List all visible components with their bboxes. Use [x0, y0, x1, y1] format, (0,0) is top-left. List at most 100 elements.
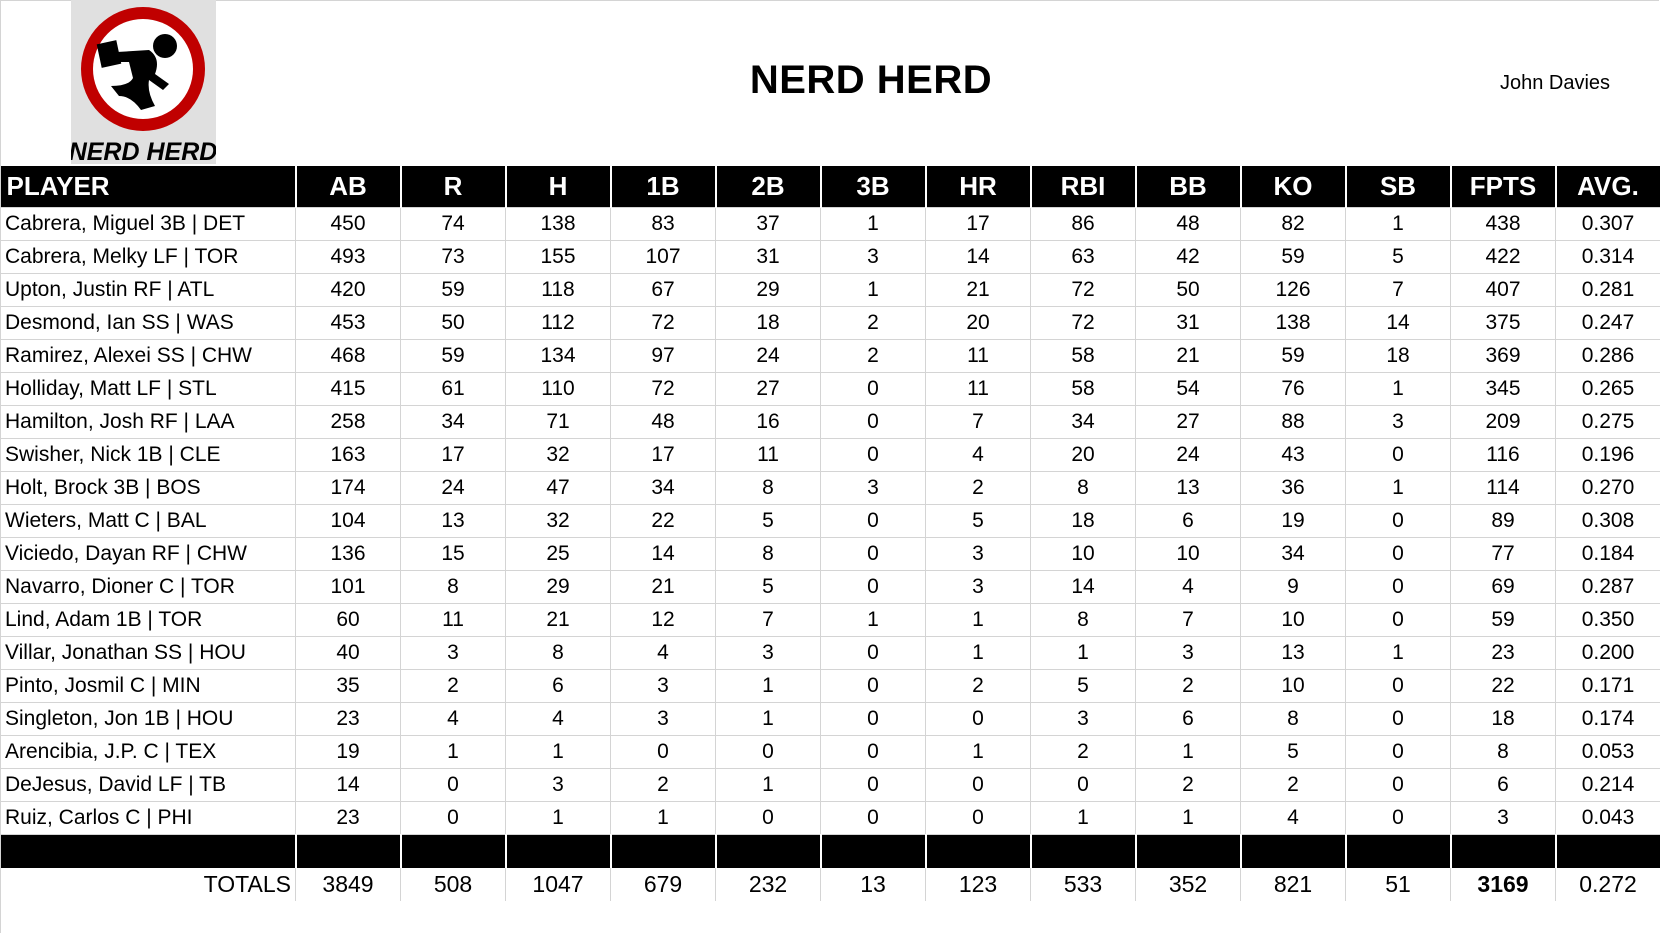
- stat-cell[interactable]: 67: [610, 273, 716, 307]
- player-name-cell[interactable]: Holliday, Matt LF | STL: [0, 372, 296, 406]
- stat-cell[interactable]: 72: [1030, 273, 1136, 307]
- total-cell[interactable]: 0.272: [1555, 868, 1660, 901]
- stat-cell[interactable]: 126: [1240, 273, 1346, 307]
- total-cell[interactable]: 679: [610, 868, 716, 901]
- stat-cell[interactable]: 69: [1450, 570, 1556, 604]
- total-cell[interactable]: 1047: [505, 868, 611, 901]
- stat-cell[interactable]: 174: [295, 471, 401, 505]
- stat-cell[interactable]: 1: [400, 735, 506, 769]
- player-name-cell[interactable]: Singleton, Jon 1B | HOU: [0, 702, 296, 736]
- stat-cell[interactable]: 29: [505, 570, 611, 604]
- stat-cell[interactable]: 77: [1450, 537, 1556, 571]
- stat-cell[interactable]: 23: [1450, 636, 1556, 670]
- stat-cell[interactable]: 16: [715, 405, 821, 439]
- stat-cell[interactable]: 9: [1240, 570, 1346, 604]
- column-header[interactable]: KO: [1239, 166, 1347, 208]
- stat-cell[interactable]: 32: [505, 504, 611, 538]
- stat-cell[interactable]: 1: [610, 801, 716, 835]
- stat-cell[interactable]: 59: [1450, 603, 1556, 637]
- player-name-cell[interactable]: Cabrera, Miguel 3B | DET: [0, 207, 296, 241]
- stat-cell[interactable]: 2: [925, 669, 1031, 703]
- stat-cell[interactable]: 0: [925, 702, 1031, 736]
- stat-cell[interactable]: 1: [1030, 636, 1136, 670]
- stat-cell[interactable]: 415: [295, 372, 401, 406]
- stat-cell[interactable]: 5: [925, 504, 1031, 538]
- stat-cell[interactable]: 6: [1135, 702, 1241, 736]
- stat-cell[interactable]: 0.308: [1555, 504, 1660, 538]
- column-header[interactable]: AVG.: [1554, 166, 1660, 208]
- stat-cell[interactable]: 5: [715, 570, 821, 604]
- stat-cell[interactable]: 0: [925, 768, 1031, 802]
- stat-cell[interactable]: 1: [1030, 801, 1136, 835]
- stat-cell[interactable]: 59: [400, 273, 506, 307]
- stat-cell[interactable]: 73: [400, 240, 506, 274]
- stat-cell[interactable]: 58: [1030, 339, 1136, 373]
- stat-cell[interactable]: 29: [715, 273, 821, 307]
- column-header[interactable]: BB: [1134, 166, 1242, 208]
- stat-cell[interactable]: 34: [1030, 405, 1136, 439]
- stat-cell[interactable]: 3: [925, 537, 1031, 571]
- stat-cell[interactable]: 31: [1135, 306, 1241, 340]
- stat-cell[interactable]: 163: [295, 438, 401, 472]
- player-name-cell[interactable]: Hamilton, Josh RF | LAA: [0, 405, 296, 439]
- stat-cell[interactable]: 0.287: [1555, 570, 1660, 604]
- stat-cell[interactable]: 88: [1240, 405, 1346, 439]
- stat-cell[interactable]: 0: [820, 801, 926, 835]
- stat-cell[interactable]: 13: [1135, 471, 1241, 505]
- stat-cell[interactable]: 1: [715, 768, 821, 802]
- stat-cell[interactable]: 493: [295, 240, 401, 274]
- stat-cell[interactable]: 8: [715, 537, 821, 571]
- stat-cell[interactable]: 10: [1240, 669, 1346, 703]
- stat-cell[interactable]: 1: [505, 801, 611, 835]
- stat-cell[interactable]: 21: [610, 570, 716, 604]
- column-header[interactable]: RBI: [1029, 166, 1137, 208]
- column-header[interactable]: 1B: [609, 166, 717, 208]
- stat-cell[interactable]: 22: [1450, 669, 1556, 703]
- stat-cell[interactable]: 50: [1135, 273, 1241, 307]
- stat-cell[interactable]: 0.314: [1555, 240, 1660, 274]
- stat-cell[interactable]: 5: [715, 504, 821, 538]
- total-cell[interactable]: 123: [925, 868, 1031, 901]
- stat-cell[interactable]: 8: [1450, 735, 1556, 769]
- stat-cell[interactable]: 11: [925, 339, 1031, 373]
- player-name-cell[interactable]: Ruiz, Carlos C | PHI: [0, 801, 296, 835]
- stat-cell[interactable]: 0: [1345, 702, 1451, 736]
- stat-cell[interactable]: 34: [610, 471, 716, 505]
- stat-cell[interactable]: 17: [610, 438, 716, 472]
- stat-cell[interactable]: 18: [715, 306, 821, 340]
- stat-cell[interactable]: 17: [400, 438, 506, 472]
- stat-cell[interactable]: 24: [400, 471, 506, 505]
- stat-cell[interactable]: 4: [1135, 570, 1241, 604]
- stat-cell[interactable]: 3: [820, 240, 926, 274]
- stat-cell[interactable]: 3: [1345, 405, 1451, 439]
- stat-cell[interactable]: 14: [925, 240, 1031, 274]
- stat-cell[interactable]: 5: [1345, 240, 1451, 274]
- stat-cell[interactable]: 3: [610, 669, 716, 703]
- stat-cell[interactable]: 3: [1450, 801, 1556, 835]
- stat-cell[interactable]: 59: [400, 339, 506, 373]
- stat-cell[interactable]: 0: [1030, 768, 1136, 802]
- total-cell[interactable]: 352: [1135, 868, 1241, 901]
- stat-cell[interactable]: 3: [400, 636, 506, 670]
- stat-cell[interactable]: 468: [295, 339, 401, 373]
- stat-cell[interactable]: 4: [400, 702, 506, 736]
- stat-cell[interactable]: 1: [925, 603, 1031, 637]
- stat-cell[interactable]: 7: [1345, 273, 1451, 307]
- stat-cell[interactable]: 3: [1135, 636, 1241, 670]
- stat-cell[interactable]: 450: [295, 207, 401, 241]
- stat-cell[interactable]: 2: [820, 306, 926, 340]
- stat-cell[interactable]: 118: [505, 273, 611, 307]
- stat-cell[interactable]: 34: [1240, 537, 1346, 571]
- player-name-cell[interactable]: Holt, Brock 3B | BOS: [0, 471, 296, 505]
- stat-cell[interactable]: 82: [1240, 207, 1346, 241]
- stat-cell[interactable]: 0.247: [1555, 306, 1660, 340]
- player-name-cell[interactable]: Villar, Jonathan SS | HOU: [0, 636, 296, 670]
- column-header[interactable]: 3B: [819, 166, 927, 208]
- stat-cell[interactable]: 258: [295, 405, 401, 439]
- stat-cell[interactable]: 2: [1135, 669, 1241, 703]
- stat-cell[interactable]: 0: [1345, 801, 1451, 835]
- stat-cell[interactable]: 15: [400, 537, 506, 571]
- stat-cell[interactable]: 0: [820, 636, 926, 670]
- stat-cell[interactable]: 1: [1135, 801, 1241, 835]
- player-name-cell[interactable]: Arencibia, J.P. C | TEX: [0, 735, 296, 769]
